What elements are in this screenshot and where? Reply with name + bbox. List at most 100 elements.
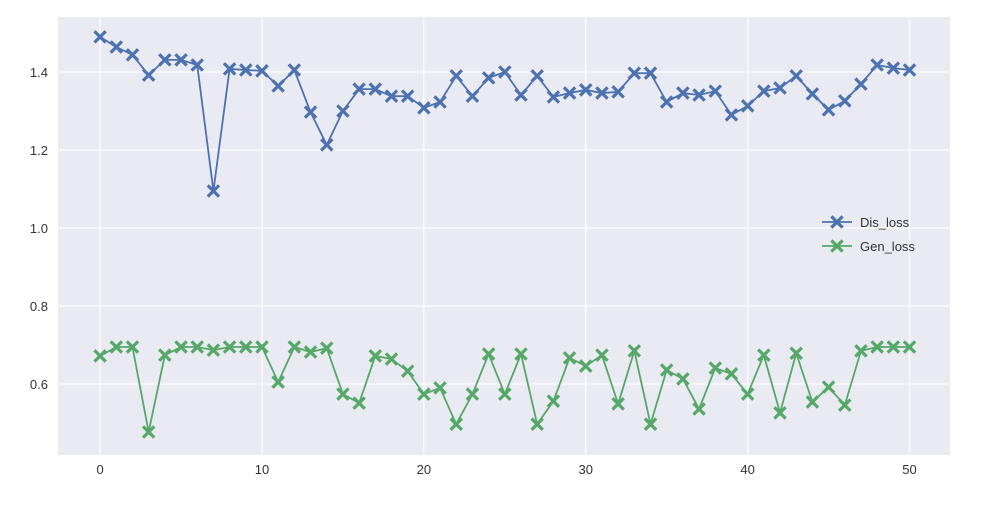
x-tick-label: 40 xyxy=(740,462,754,477)
data-point xyxy=(854,344,868,358)
data-point xyxy=(158,348,172,362)
data-point xyxy=(659,95,674,109)
data-point xyxy=(336,387,350,401)
series-gen-loss xyxy=(93,340,917,439)
data-point xyxy=(449,417,464,431)
data-point xyxy=(789,346,803,360)
data-point xyxy=(271,375,285,389)
data-point xyxy=(740,387,755,401)
x-tick-label: 20 xyxy=(417,462,431,477)
data-point xyxy=(433,381,447,395)
data-point xyxy=(222,62,237,76)
legend-marker xyxy=(830,239,844,253)
series-group xyxy=(93,30,917,439)
data-point xyxy=(109,40,124,54)
legend-marker xyxy=(830,215,844,229)
data-point xyxy=(481,347,496,361)
data-point xyxy=(141,425,156,439)
data-point xyxy=(336,104,350,118)
data-point xyxy=(757,84,771,98)
data-point xyxy=(514,347,528,361)
x-tick-label: 30 xyxy=(579,462,593,477)
data-point xyxy=(287,63,302,77)
data-point xyxy=(611,85,625,99)
data-point xyxy=(368,349,383,363)
data-point xyxy=(757,348,771,362)
data-point xyxy=(805,87,820,101)
data-point xyxy=(562,86,577,100)
data-point xyxy=(384,352,399,366)
y-tick-label: 1.0 xyxy=(30,221,48,236)
tick-labels: 0 10 20 30 40 50 0.6 0.8 1.0 1.2 1.4 xyxy=(30,65,917,477)
data-point xyxy=(821,380,836,394)
data-point xyxy=(724,108,739,122)
data-point xyxy=(481,71,496,85)
data-point xyxy=(400,364,415,378)
data-point xyxy=(255,64,269,78)
data-point xyxy=(692,88,706,102)
data-point xyxy=(773,406,787,420)
data-point xyxy=(206,343,221,357)
data-point xyxy=(158,53,172,67)
data-point xyxy=(643,66,658,80)
data-point xyxy=(368,82,383,96)
y-tick-label: 0.6 xyxy=(30,377,48,392)
x-tick-label: 0 xyxy=(96,462,103,477)
data-point xyxy=(692,402,706,416)
data-point xyxy=(870,340,884,354)
data-point xyxy=(352,82,366,96)
plot-area xyxy=(58,17,950,455)
data-point xyxy=(578,359,593,373)
data-point xyxy=(740,99,755,113)
data-point xyxy=(886,340,901,354)
data-point xyxy=(400,89,415,103)
data-point xyxy=(724,367,739,381)
data-point xyxy=(465,387,480,401)
data-point xyxy=(222,340,237,354)
data-point xyxy=(384,89,399,103)
data-point xyxy=(174,340,188,354)
data-point xyxy=(838,94,852,108)
y-tick-label: 1.2 xyxy=(30,143,48,158)
data-point xyxy=(93,30,107,44)
y-tick-label: 0.8 xyxy=(30,299,48,314)
data-point xyxy=(514,88,528,102)
data-point xyxy=(821,103,836,117)
data-point xyxy=(611,397,625,411)
data-point xyxy=(303,345,318,359)
data-point xyxy=(141,68,156,82)
gridlines xyxy=(58,17,950,455)
data-point xyxy=(708,361,723,375)
x-tick-label: 10 xyxy=(255,462,269,477)
data-point xyxy=(174,53,188,67)
data-point xyxy=(319,138,334,152)
data-point xyxy=(287,340,302,354)
data-point xyxy=(773,81,787,95)
legend-label: Dis_loss xyxy=(860,215,910,230)
data-point xyxy=(125,340,140,354)
data-point xyxy=(109,340,124,354)
data-point xyxy=(498,387,512,401)
data-point xyxy=(93,349,107,363)
data-point xyxy=(206,184,221,198)
data-point xyxy=(595,86,609,100)
data-point xyxy=(838,398,852,412)
data-point xyxy=(255,340,269,354)
data-point xyxy=(902,63,917,77)
data-point xyxy=(708,84,723,98)
data-point xyxy=(465,89,480,103)
data-point xyxy=(125,48,140,62)
data-point xyxy=(190,340,204,354)
data-point xyxy=(902,340,917,354)
x-tick-label: 50 xyxy=(902,462,916,477)
data-point xyxy=(805,395,820,409)
data-point xyxy=(417,387,431,401)
data-point xyxy=(562,351,577,365)
series-dis-loss xyxy=(93,30,917,198)
data-point xyxy=(352,396,366,410)
data-point xyxy=(433,95,447,109)
data-point xyxy=(676,372,690,386)
data-point xyxy=(627,66,642,80)
data-point xyxy=(546,90,561,104)
